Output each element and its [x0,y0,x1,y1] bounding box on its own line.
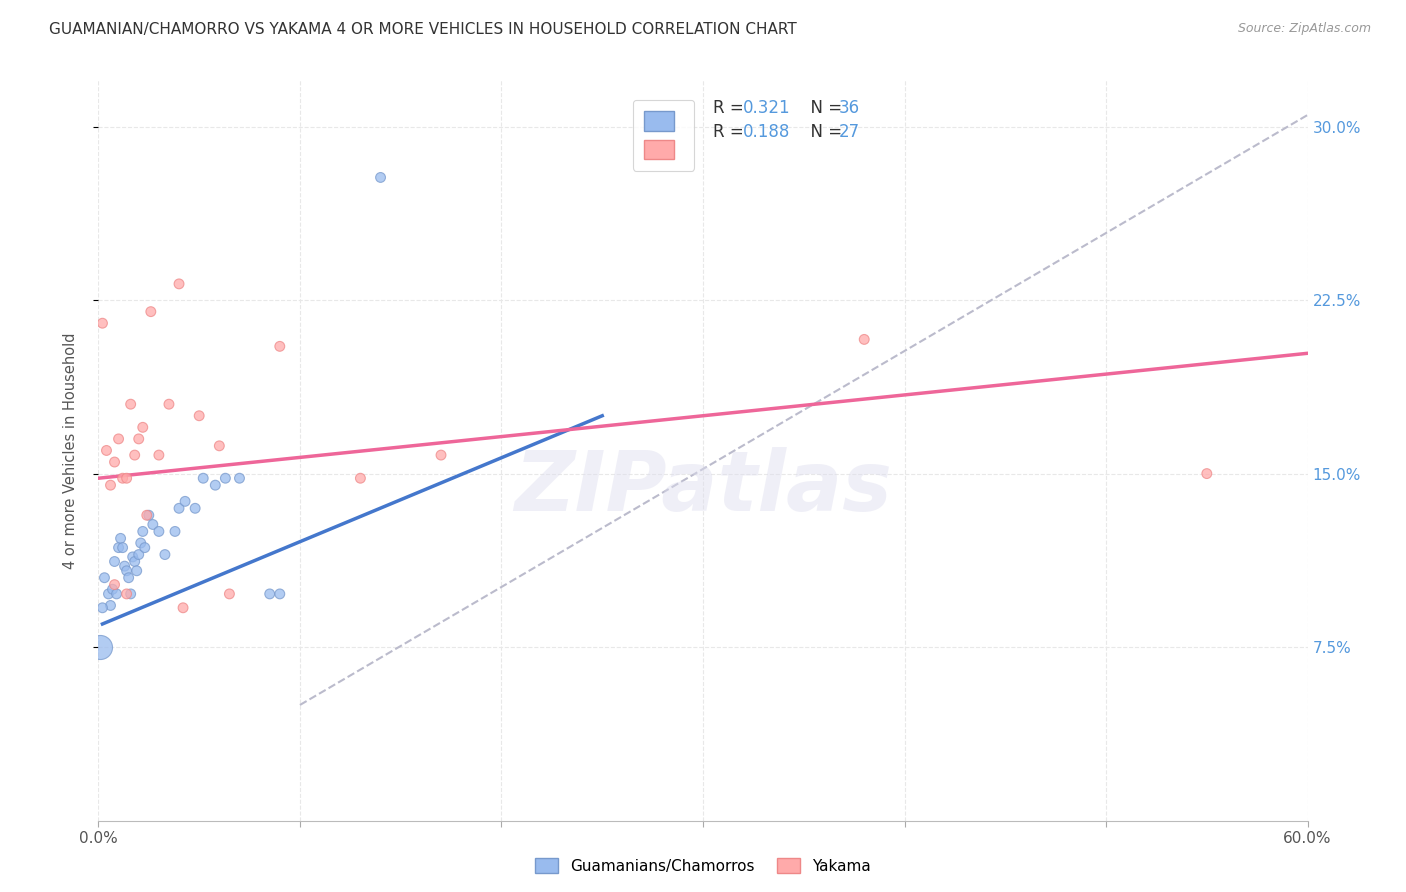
Point [139,304,162,318]
Point [89,640,111,654]
Point [218,587,240,601]
Point [129,536,152,550]
Text: Source: ZipAtlas.com: Source: ZipAtlas.com [1237,22,1371,36]
Point [91,600,114,615]
Point [120,587,142,601]
Point [134,541,156,555]
Text: 0.188: 0.188 [742,123,790,141]
Point [184,501,207,516]
Point [172,600,194,615]
Point [132,420,155,434]
Point [430,448,453,462]
Point [193,471,215,485]
Point [204,478,226,492]
Point [853,333,876,347]
Point [100,478,122,492]
Point [105,587,128,601]
Point [208,439,231,453]
Point [107,541,129,555]
Point [135,508,157,523]
Y-axis label: 4 or more Vehicles in Household: 4 or more Vehicles in Household [63,332,77,569]
Text: 0.321: 0.321 [742,99,790,117]
Point [125,564,148,578]
Point [115,564,138,578]
Point [96,443,118,458]
Point [111,471,134,485]
Text: ZIPatlas: ZIPatlas [515,447,891,528]
Point [114,559,136,574]
Point [118,571,141,585]
Legend: Guamanians/Chamorros, Yakama: Guamanians/Chamorros, Yakama [529,852,877,880]
Point [128,432,150,446]
Text: 36: 36 [838,99,859,117]
Point [111,541,134,555]
Point [142,517,165,532]
Point [269,587,291,601]
Point [103,577,125,591]
Point [101,582,124,597]
Text: N =: N = [800,99,846,117]
Text: GUAMANIAN/CHAMORRO VS YAKAMA 4 OR MORE VEHICLES IN HOUSEHOLD CORRELATION CHART: GUAMANIAN/CHAMORRO VS YAKAMA 4 OR MORE V… [49,22,797,37]
Point [115,587,138,601]
Text: N =: N = [800,123,846,141]
Point [157,397,180,411]
Legend: , : , [633,100,695,170]
Point [148,448,170,462]
Point [93,571,115,585]
Point [228,471,250,485]
Point [132,524,155,539]
Point [349,471,371,485]
Point [188,409,211,423]
Point [103,455,125,469]
Point [163,524,186,539]
Point [124,448,146,462]
Point [167,501,190,516]
Point [97,587,120,601]
Point [115,471,138,485]
Point [103,554,125,569]
Point [370,170,392,185]
Point [214,471,236,485]
Point [128,548,150,562]
Point [100,599,122,613]
Point [121,549,143,564]
Point [138,508,160,523]
Point [124,554,146,569]
Text: R =: R = [713,99,748,117]
Point [107,432,129,446]
Point [91,316,114,330]
Point [259,587,281,601]
Point [110,532,132,546]
Point [148,524,170,539]
Point [1195,467,1218,481]
Point [153,548,176,562]
Text: 27: 27 [838,123,859,141]
Point [269,339,291,353]
Point [120,397,142,411]
Point [174,494,197,508]
Point [167,277,190,291]
Text: R =: R = [713,123,748,141]
